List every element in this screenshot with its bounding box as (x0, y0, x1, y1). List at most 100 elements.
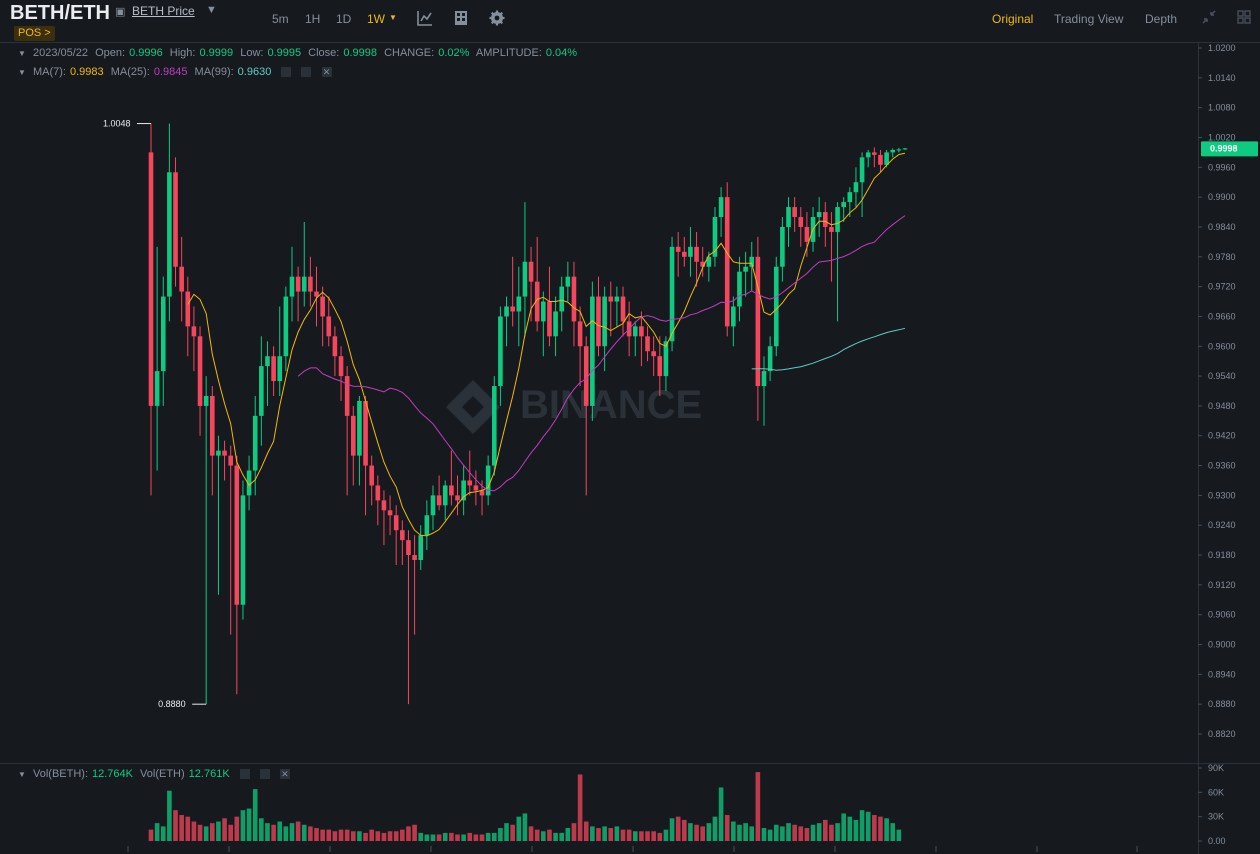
price-tick-label: 0.9540 (1208, 371, 1236, 381)
price-tick-label: 0.8820 (1208, 729, 1236, 739)
high-marker-label: 1.0048 (103, 119, 131, 129)
volume-bar (216, 821, 221, 841)
collapse-icon[interactable] (1202, 10, 1216, 28)
settings-icon[interactable] (489, 10, 505, 30)
chart-type-icon[interactable] (417, 10, 433, 30)
price-tick-label: 0.9600 (1208, 341, 1236, 351)
candle-body (596, 296, 601, 347)
candle-body (884, 152, 889, 165)
candle-body (896, 149, 902, 151)
volume-bar (878, 816, 883, 841)
volume-bar (786, 823, 791, 841)
tab-trading-view[interactable]: Trading View (1054, 12, 1124, 26)
volume-bar (712, 816, 718, 841)
volume-bar (369, 829, 374, 841)
volume-bar (602, 826, 607, 841)
open-value: 0.9996 (129, 47, 163, 59)
candle-body (798, 217, 804, 227)
volume-bar (412, 824, 417, 841)
volume-collapse-icon[interactable]: ▼ (18, 770, 26, 779)
candle-body (804, 226, 810, 242)
interval-1w[interactable]: 1W (367, 12, 385, 26)
interval-1h[interactable]: 1H (305, 12, 321, 26)
candle-body (393, 515, 399, 531)
change-label: CHANGE: (384, 47, 435, 59)
candle-body (338, 356, 344, 377)
vol-settings-icon[interactable] (259, 769, 270, 780)
volume-bar (436, 834, 442, 841)
volume-bar (847, 816, 853, 841)
tab-depth[interactable]: Depth (1145, 12, 1178, 26)
tab-original[interactable]: Original (992, 12, 1034, 26)
candle-body (724, 197, 730, 327)
vol-close-icon[interactable]: ✕ (279, 769, 290, 780)
interval-1d[interactable]: 1D (336, 12, 352, 26)
vol-eye-icon[interactable] (239, 769, 250, 780)
candle-body (259, 366, 264, 416)
price-tick-label: 0.9060 (1208, 610, 1236, 620)
grid-layout-icon[interactable] (1237, 10, 1251, 28)
volume-bar (767, 829, 773, 841)
candle-body (571, 276, 577, 322)
candle-body (841, 202, 846, 208)
candle-body (412, 555, 417, 561)
candle-body (651, 351, 656, 357)
indicator-icon[interactable] (453, 10, 469, 30)
candle-body (534, 281, 540, 322)
candle-body (228, 455, 233, 466)
volume-bar (381, 832, 387, 841)
price-tick-label: 0.9300 (1208, 490, 1236, 500)
vol-eth-value: 12.761K (188, 768, 230, 780)
volume-bar (700, 826, 705, 841)
candle-body (755, 256, 761, 387)
ma7-line (187, 152, 906, 537)
volume-bar (663, 829, 669, 841)
candle-body (369, 465, 374, 486)
candle-body (583, 346, 589, 406)
volume-bar (528, 826, 534, 841)
candle-body (485, 465, 491, 496)
volume-bar (706, 823, 712, 841)
volume-bar (565, 828, 571, 841)
candle-body (816, 212, 822, 218)
volume-bar (179, 815, 184, 841)
volume-bar (510, 824, 515, 841)
candle-body (675, 246, 681, 252)
volume-bar (829, 824, 834, 841)
ma-collapse-icon[interactable]: ▼ (18, 68, 26, 77)
ma-close-icon[interactable]: ✕ (321, 67, 332, 78)
candle-body (455, 495, 460, 501)
candle-body (461, 480, 466, 501)
volume-bar (393, 831, 399, 841)
candle-body (289, 276, 295, 297)
info-icon[interactable]: ▣ (115, 6, 126, 18)
pos-badge[interactable]: POS > (14, 26, 55, 41)
candle-body (559, 286, 565, 312)
interval-more-icon[interactable]: ▼ (389, 13, 397, 22)
candle-body (700, 261, 705, 267)
candle-body (516, 296, 522, 312)
candle-body (859, 157, 865, 183)
beth-price-link[interactable]: BETH Price (132, 4, 195, 18)
pair-title[interactable]: BETH/ETH (10, 2, 110, 24)
candle-body (234, 465, 240, 605)
price-tick-label: 0.8940 (1208, 669, 1236, 679)
candle-body (246, 470, 252, 496)
candle-body (467, 480, 473, 486)
volume-bar (320, 829, 325, 841)
candle-body (657, 356, 663, 377)
candle-body (565, 276, 571, 287)
chevron-down-icon[interactable]: ▼ (206, 4, 217, 16)
candle-body (632, 326, 638, 337)
volume-bar (338, 829, 344, 841)
interval-5m[interactable]: 5m (272, 12, 289, 26)
candle-body (847, 192, 853, 203)
candle-body (295, 276, 301, 292)
candle-body (277, 356, 283, 382)
ma99-line (751, 327, 906, 371)
ma-settings-icon[interactable] (301, 67, 312, 78)
ma-eye-icon[interactable] (281, 67, 292, 78)
collapse-triangle-icon[interactable]: ▼ (18, 49, 26, 58)
volume-bar (583, 821, 589, 841)
